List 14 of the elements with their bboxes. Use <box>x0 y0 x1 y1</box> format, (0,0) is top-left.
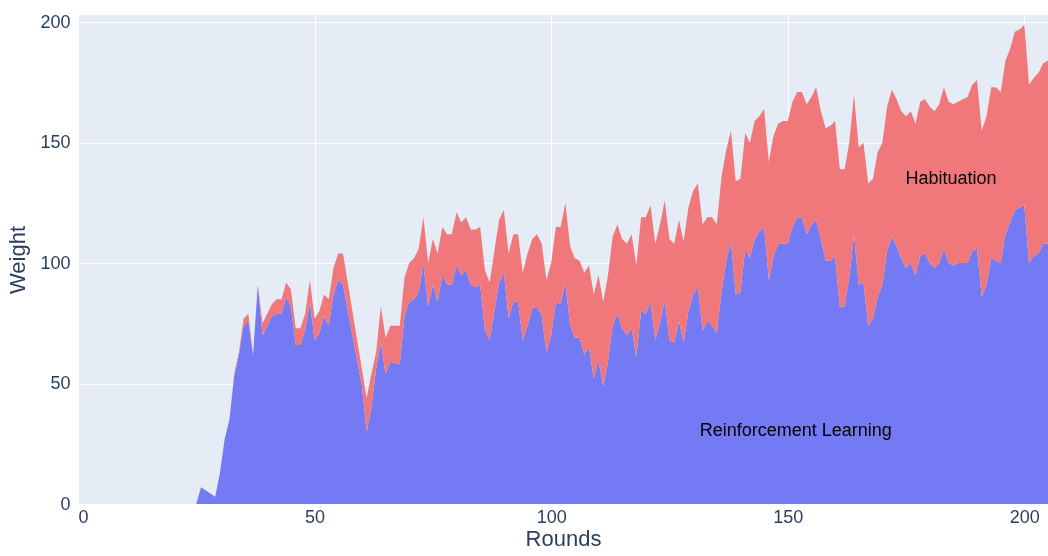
y-tick-label: 200 <box>40 11 71 32</box>
x-tick-label: 150 <box>773 506 804 527</box>
y-tick-label: 0 <box>60 493 71 514</box>
y-axis-title: Weight <box>5 225 31 295</box>
y-tick-label: 50 <box>50 373 71 394</box>
x-tick-label: 50 <box>305 506 326 527</box>
y-tick-label: 100 <box>40 252 71 273</box>
y-tick-label: 150 <box>40 132 71 153</box>
x-tick-label: 200 <box>1009 506 1040 527</box>
x-tick-label: 0 <box>78 506 89 527</box>
x-axis-title: Rounds <box>525 525 602 551</box>
series-label: Reinforcement Learning <box>699 419 892 440</box>
series-label: Habituation <box>905 167 997 188</box>
x-tick-label: 100 <box>536 506 567 527</box>
